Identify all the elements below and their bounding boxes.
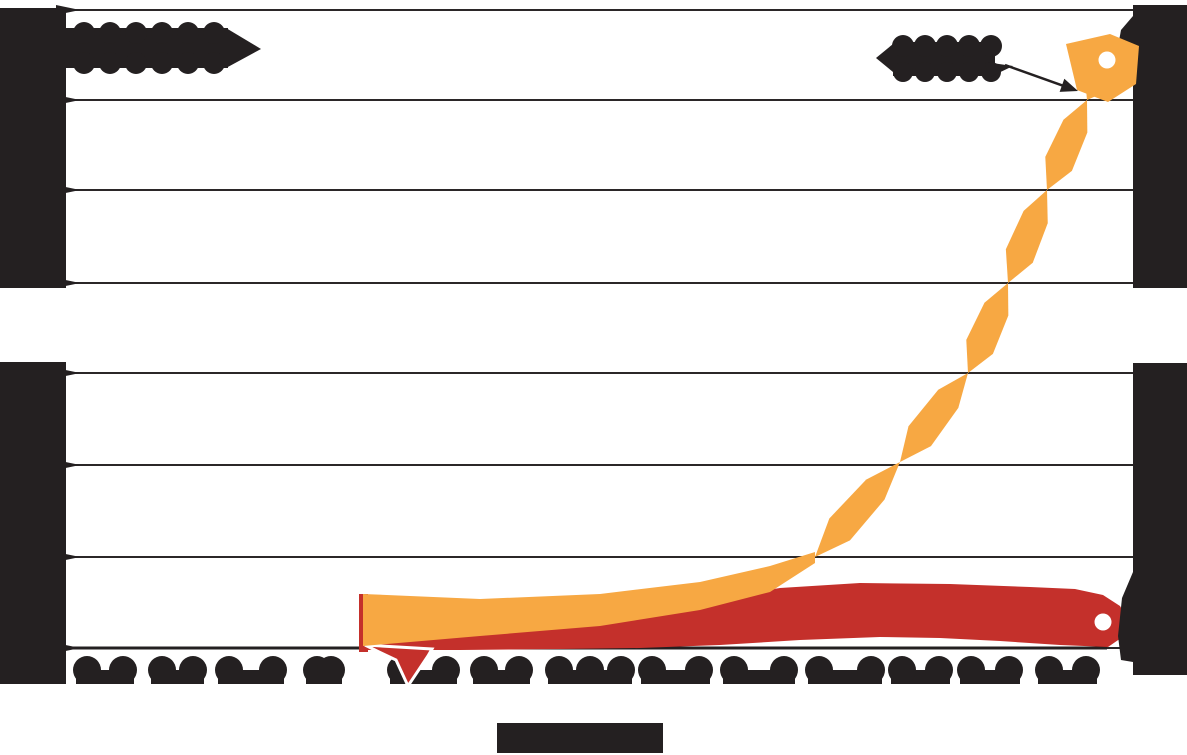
chart-title-blob	[125, 22, 147, 44]
y-axis-right-labels-blob	[1118, 572, 1133, 662]
chart-title-blob	[151, 52, 173, 74]
caption-blob	[497, 723, 663, 753]
chart-title-blob	[203, 22, 225, 44]
chart-title-blob	[73, 22, 95, 44]
annotation-blob	[914, 35, 936, 57]
x-tick-label-blob	[215, 656, 243, 684]
annotation-blob	[876, 44, 893, 72]
orange-series-end	[1066, 34, 1139, 102]
annotation-arrow-shaft	[1004, 63, 1067, 88]
orange-end-marker	[1098, 51, 1116, 69]
red-series-line	[363, 583, 1128, 650]
chart-title-blob	[203, 52, 225, 74]
x-tick-label-blob	[109, 656, 137, 684]
red-series-start-spike	[364, 643, 435, 690]
annotation-blob	[937, 62, 957, 82]
x-tick-label-blob	[1035, 656, 1063, 684]
x-tick-label-blob	[505, 656, 533, 684]
x-tick-label-blob	[259, 656, 287, 684]
orange-series-line	[363, 552, 815, 646]
orange-series-segment	[966, 283, 1009, 373]
annotation-arrow-head	[1059, 78, 1078, 92]
chart-title-blob	[73, 52, 95, 74]
x-tick-label-blob	[925, 656, 953, 684]
annotation-blob	[893, 62, 913, 82]
y-axis-left-labels-blob	[0, 8, 66, 288]
x-tick-label-blob	[1072, 656, 1100, 684]
x-tick-label-blob	[317, 656, 345, 684]
annotation-blob	[959, 62, 979, 82]
chart-title-blob	[177, 22, 199, 44]
x-tick-label-blob	[888, 656, 916, 684]
red-end-marker	[1094, 613, 1112, 631]
orange-series-segment	[1045, 100, 1088, 190]
chart-title-blob	[226, 28, 261, 68]
annotation-blob	[936, 35, 958, 57]
x-tick-label-blob	[73, 656, 101, 684]
x-tick-label-blob	[995, 656, 1023, 684]
orange-series-segment	[900, 373, 968, 462]
x-tick-label-blob	[432, 656, 460, 684]
orange-series-segment	[815, 462, 900, 557]
chart-title-blob	[99, 22, 121, 44]
y-axis-right-labels-blob	[1133, 363, 1187, 675]
x-tick-label-blob	[576, 656, 604, 684]
x-tick-label-blob	[685, 656, 713, 684]
annotation-blob	[958, 35, 980, 57]
x-tick-label-blob	[607, 656, 635, 684]
x-tick-label-blob	[148, 656, 176, 684]
x-tick-label-blob	[857, 656, 885, 684]
x-tick-label-blob	[545, 656, 573, 684]
annotation-blob	[915, 62, 935, 82]
x-tick-label-blob	[805, 656, 833, 684]
x-tick-label-blob	[470, 656, 498, 684]
annotation-blob	[980, 35, 1002, 57]
chart-title-blob	[125, 52, 147, 74]
chart-title-blob	[177, 52, 199, 74]
chart-title-blob	[99, 52, 121, 74]
x-tick-label-blob	[957, 656, 985, 684]
annotation-blob	[892, 35, 914, 57]
x-tick-label-blob	[638, 656, 666, 684]
y-axis-left-labels-blob	[0, 362, 66, 684]
x-tick-label-blob	[720, 656, 748, 684]
orange-series-segment	[1005, 190, 1048, 283]
y-axis-right-labels-blob	[1133, 5, 1187, 288]
x-tick-label-blob	[179, 656, 207, 684]
x-tick-label-blob	[770, 656, 798, 684]
chart-title-blob	[151, 22, 173, 44]
